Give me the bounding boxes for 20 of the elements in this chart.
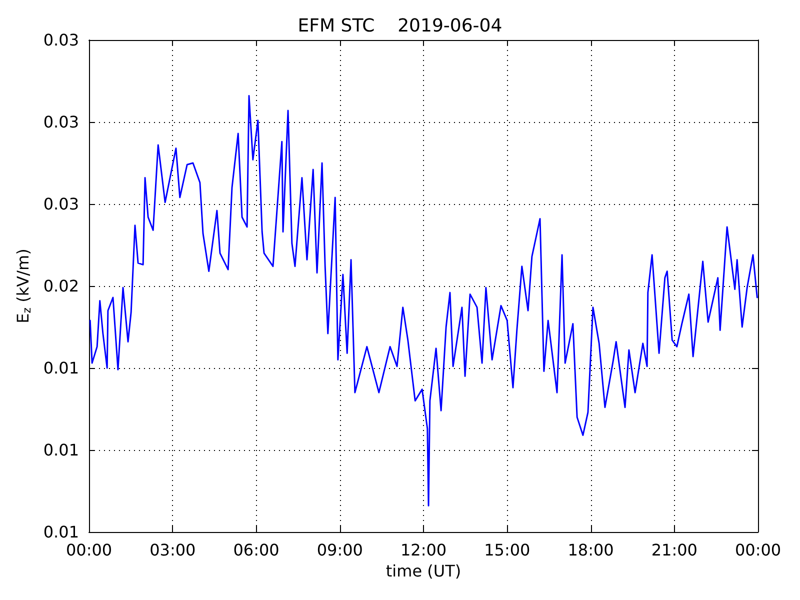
line-series <box>89 95 758 507</box>
chart-title: EFM STC 2019-06-04 <box>298 16 502 36</box>
y-tick-label: 0.03 <box>43 112 79 132</box>
x-tick-label: 15:00 <box>484 540 530 560</box>
y-axis-title: Ez (kV/m) <box>13 248 34 324</box>
y-tick-label: 0.02 <box>43 276 79 296</box>
x-axis-title: time (UT) <box>386 561 462 580</box>
y-tick-label: 0.03 <box>43 30 79 50</box>
x-tick-label: 18:00 <box>568 540 614 560</box>
y-tick-label: 0.03 <box>43 194 79 214</box>
x-tick-label: 06:00 <box>233 540 280 560</box>
y-tick-label: 0.01 <box>43 522 79 542</box>
y-tick-label: 0.01 <box>43 358 79 378</box>
x-tick-label: 03:00 <box>150 540 196 560</box>
x-tick-label: 21:00 <box>651 540 698 560</box>
y-tick-label: 0.01 <box>43 440 79 460</box>
x-tick-label: 09:00 <box>316 540 363 560</box>
x-tick-label: 00:00 <box>66 540 112 560</box>
x-tick-label: 12:00 <box>400 540 447 560</box>
x-tick-label: 00:00 <box>734 540 782 560</box>
